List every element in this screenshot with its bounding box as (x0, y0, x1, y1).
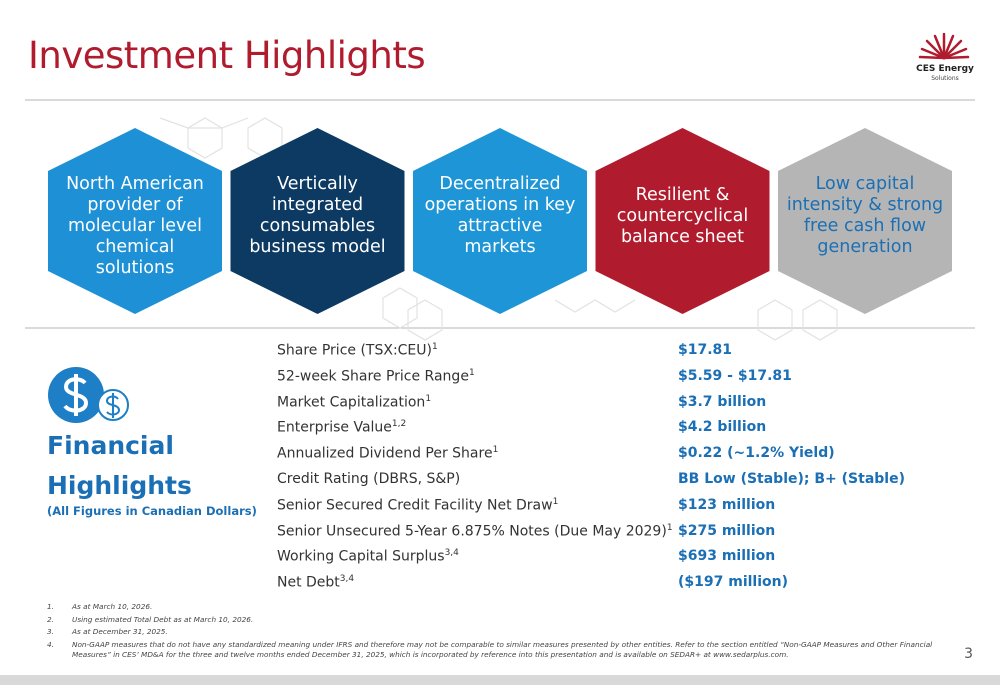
row-label: Senior Unsecured 5-Year 6.875% Notes (Du… (277, 523, 673, 540)
footnote-ref: 1 (425, 393, 432, 404)
footnote-ref: 3,4 (444, 548, 459, 559)
footer-band (0, 675, 1000, 685)
row-label-text: Credit Rating (DBRS, S&P) (277, 471, 461, 487)
row-value: BB Low (Stable); B+ (Stable) (678, 471, 905, 487)
row-value: $4.2 billion (678, 419, 767, 436)
row-label: Annualized Dividend Per Share1 (277, 445, 498, 462)
highlight-label: Decentralized operations in key attracti… (424, 174, 576, 257)
footnote-ref: 1 (666, 522, 673, 533)
row-value: $3.7 billion (678, 393, 767, 410)
hexagon (778, 128, 952, 314)
footnote-number: 3. (47, 627, 54, 636)
row-value: $693 million (678, 548, 776, 565)
slide-title: Investment Highlights (28, 34, 426, 77)
hexagon (48, 128, 222, 314)
row-value: ($197 million) (678, 574, 789, 591)
row-label: Net Debt3,4 (277, 574, 354, 591)
footnote-ref: 1 (468, 367, 475, 378)
highlight-hexagons (48, 128, 952, 314)
footnote-text: Non-GAAP measures that do not have any s… (72, 639, 933, 659)
highlight-label: Vertically integrated consumables busine… (249, 174, 386, 257)
logo-mark (918, 32, 970, 60)
footnote-number: 4. (47, 639, 54, 649)
footnote-text: As at March 10, 2026. (72, 602, 153, 611)
row-value: $275 million (678, 522, 776, 539)
footnote-ref: 3,4 (339, 574, 355, 585)
row-label: Share Price (TSX:CEU)1 (277, 342, 438, 359)
row-label-text: Working Capital Surplus (277, 549, 445, 566)
row-label-text: Annualized Dividend Per Share (277, 445, 493, 462)
row-label-text: Net Debt (277, 574, 340, 591)
row-label: Senior Secured Credit Facility Net Draw1 (277, 497, 558, 514)
financial-note: (All Figures in Canadian Dollars) (47, 504, 257, 518)
highlight-label: Resilient & countercyclical balance shee… (616, 184, 749, 247)
footnote-ref: 1 (552, 496, 559, 507)
row-label-text: Market Capitalization (277, 394, 426, 411)
footnote-number: 2. (47, 614, 54, 624)
row-value: $17.81 (678, 342, 733, 358)
row-label-text: 52-week Share Price Range (277, 368, 469, 385)
row-label-text: Enterprise Value (277, 420, 392, 437)
logo-name: CES Energy (916, 64, 974, 74)
financial-heading: Financial Highlights (47, 431, 192, 500)
row-label-text: Senior Unsecured 5-Year 6.875% Notes (Du… (277, 523, 667, 540)
hexagon (595, 128, 770, 314)
highlight-label: Low capital intensity & strong free cash… (786, 174, 944, 257)
page-number: 3 (964, 646, 973, 662)
row-value: $5.59 - $17.81 (678, 367, 792, 384)
footnote-number: 1. (47, 602, 54, 611)
dollar-icon (48, 367, 129, 423)
footnote-text: Using estimated Total Debt as at March 1… (72, 614, 254, 624)
row-label: Credit Rating (DBRS, S&P) (277, 471, 460, 487)
row-label: Market Capitalization1 (277, 394, 431, 411)
row-value: $0.22 (~1.2% Yield) (678, 445, 835, 462)
hexagon (230, 128, 405, 314)
footnote-ref: 1 (432, 342, 438, 352)
row-label: Working Capital Surplus3,4 (277, 548, 459, 565)
hexagon (413, 128, 587, 314)
row-label-text: Share Price (TSX:CEU) (277, 342, 432, 359)
footnote-ref: 1 (492, 445, 499, 456)
row-label: Enterprise Value1,2 (277, 419, 406, 436)
row-label-text: Senior Secured Credit Facility Net Draw (277, 497, 553, 514)
footnote-ref: 1,2 (391, 419, 407, 430)
molecule-decor (159, 117, 838, 341)
row-value: $123 million (678, 496, 776, 513)
logo-tagline: Solutions (931, 75, 959, 82)
highlight-label: North American provider of molecular lev… (66, 173, 204, 278)
row-label: 52-week Share Price Range1 (277, 368, 475, 385)
footnote-text: As at December 31, 2025. (72, 627, 168, 636)
